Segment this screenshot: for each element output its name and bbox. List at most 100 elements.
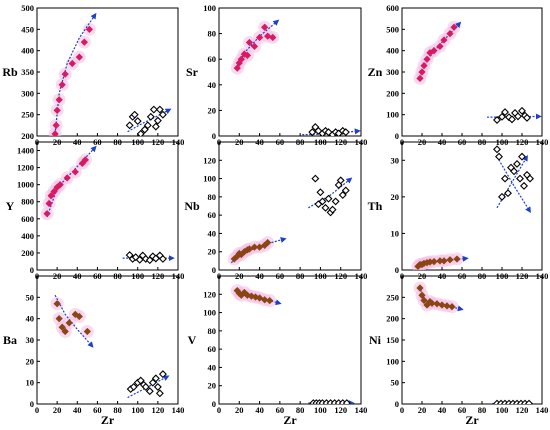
data-point-filled [255,33,264,42]
panel-ba: 0 10 20 30 40 50 0 20 40 60 80 100 120 140 Ba Zr [3,275,184,427]
data-point-open [151,374,160,383]
x-tick-label: 0 [35,405,39,415]
data-point-open [341,128,350,136]
data-point-filled [251,293,260,301]
y-tick-label: 50 [26,292,35,302]
x-tick-label: 140 [355,405,368,415]
y-tick-label: 60 [208,54,217,64]
data-point-filled [261,23,269,31]
data-point-filled [237,55,245,63]
data-point-filled [266,297,274,305]
data-point-open [505,113,513,122]
y-tick-label: 500 [386,24,399,34]
x-tick-label: 120 [334,405,347,415]
y-tick-label: 400 [21,231,34,241]
y-tick-label: 350 [21,67,34,77]
y-tick-label: 10 [391,228,400,238]
data-point-filled [430,47,438,55]
data-point-filled [47,192,55,200]
data-point-filled [80,38,88,46]
data-point-filled [51,130,59,136]
y-tick-label: 40 [208,80,217,90]
y-tick-label: 80 [208,326,217,336]
y-tick-label: 0 [30,399,34,409]
y-axis-label: Sr [186,65,199,79]
data-point-filled [61,70,69,78]
data-point-open [151,122,160,131]
y-tick-label: 200 [21,248,34,258]
data-point-filled [245,38,254,47]
data-point-open [155,105,164,114]
y-tick-label: 0 [395,131,399,141]
data-point-filled [269,33,277,42]
data-point-open [331,197,340,206]
data-point-open [133,117,142,126]
y-tick-label: 10 [26,378,35,388]
data-point-open [518,152,526,161]
x-tick-label: 120 [516,405,529,415]
x-tick-label: 100 [496,405,509,415]
trend-arrow [235,19,280,70]
data-point-open [516,174,524,183]
data-point-open [158,254,167,263]
y-tick-label: 20 [208,381,217,391]
data-point-open [338,191,347,200]
y-tick-label: 0 [30,265,34,275]
y-tick-label: 80 [208,29,217,39]
y-tick-label: 20 [208,105,217,115]
y-tick-label: 800 [21,197,34,207]
data-point-filled [416,284,424,292]
y-tick-label: 200 [386,88,399,98]
y-tick-label: 20 [208,247,217,257]
y-tick-label: 600 [21,214,34,224]
data-point-open [311,174,320,183]
data-point-open [501,174,509,183]
trend-arrow [496,156,531,214]
y-axis-label: Th [368,199,383,213]
y-tick-label: 50 [391,378,400,388]
data-point-open [501,108,509,117]
y-tick-label: 250 [21,110,34,120]
plot-frame [218,7,362,137]
data-point-filled [420,296,428,304]
data-point-filled [430,257,438,266]
data-point-open [155,389,164,398]
y-tick-label: 0 [395,265,399,275]
data-point-open [510,167,518,176]
y-tick-label: 60 [208,344,217,354]
data-point-open [316,188,325,197]
data-point-filled [453,255,461,263]
y-tick-label: 300 [21,88,34,98]
data-point-filled [50,187,58,196]
data-point-open [129,382,138,391]
data-point-filled [418,68,426,76]
data-point-filled [261,296,269,304]
data-point-filled [420,61,428,70]
data-point-filled [58,81,66,89]
data-point-filled [68,59,76,68]
data-point-filled [83,327,91,336]
x-tick-label: 40 [255,405,264,415]
data-point-open [493,145,501,154]
y-tick-label: 40 [26,314,35,324]
data-point-filled [255,294,264,302]
plot-frame [401,141,543,271]
data-point-open [328,205,337,214]
data-point-open [135,255,144,264]
data-point-open [341,186,350,195]
y-axis-label: Ba [3,333,17,347]
x-tick-label: 80 [113,405,122,415]
y-tick-label: 100 [386,356,399,366]
x-axis-label: Zr [283,413,297,427]
x-tick-label: 120 [151,405,164,415]
plot-frame [218,141,362,271]
x-tick-label: 60 [458,405,467,415]
data-point-filled [58,323,66,331]
data-point-filled [75,53,83,61]
data-point-filled [53,300,61,308]
x-tick-label: 20 [418,405,427,415]
